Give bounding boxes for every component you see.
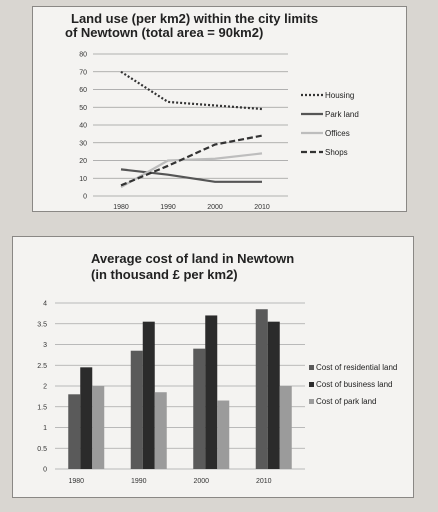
- legend-label: Cost of park land: [316, 397, 376, 406]
- bar-1990-1: [142, 321, 155, 469]
- legend-swatch: [309, 365, 314, 370]
- y-tick-label: 60: [79, 87, 87, 94]
- y-tick-label: 3.5: [37, 321, 47, 328]
- bar-1980-1: [80, 367, 93, 469]
- bar-2000-2: [217, 400, 230, 469]
- legend-label: Cost of business land: [316, 380, 393, 389]
- y-tick-label: 3: [43, 342, 47, 349]
- series-line-park-land: [120, 168, 262, 183]
- y-tick-label: 2.5: [37, 363, 47, 370]
- series-line-offices: [120, 152, 263, 189]
- bar-1990-2: [154, 392, 167, 469]
- bar-2010-0: [255, 309, 268, 469]
- x-tick-label: 1980: [68, 478, 84, 485]
- bar-1980-0: [68, 394, 81, 469]
- y-tick-label: 50: [79, 105, 87, 112]
- legend-swatch: [309, 399, 314, 404]
- y-tick-label: 1.5: [37, 404, 47, 411]
- y-tick-label: 0: [83, 194, 87, 201]
- land-use-chart-title: Land use (per km2) within the city limit…: [71, 11, 319, 26]
- bar-2000-1: [205, 315, 218, 469]
- y-tick-label: 0: [43, 467, 47, 474]
- y-tick-label: 4: [43, 301, 47, 308]
- y-tick-label: 10: [79, 176, 87, 183]
- bar-2010-2: [279, 386, 292, 469]
- land-use-line-chart: 0 10 20 30 40 50 60 70 80 1980 1990 2000 2010 Housing…: [79, 52, 359, 212]
- series-line-shops: [120, 134, 263, 187]
- y-tick-label: 80: [79, 52, 87, 59]
- bar-2010-1: [267, 321, 280, 469]
- y-tick-label: 40: [79, 123, 87, 130]
- y-tick-label: 1: [43, 425, 47, 432]
- legend-swatch: [309, 382, 314, 387]
- x-tick-label: 2010: [256, 478, 272, 485]
- land-cost-chart-title: Average cost of land in Newtown: [91, 251, 295, 266]
- x-tick-label: 1980: [113, 204, 129, 211]
- x-tick-label: 1990: [131, 478, 147, 485]
- y-tick-label: 30: [79, 140, 87, 147]
- x-tick-label: 2000: [207, 204, 223, 211]
- land-cost-bar-chart: 0 0.5 1 1.5 2 2.5 3 3.5 4 1980 1990 2000 2010 Cost of…: [37, 301, 397, 486]
- legend-label: Cost of residential land: [316, 363, 397, 372]
- y-tick-label: 20: [79, 158, 87, 165]
- y-tick-label: 0.5: [37, 446, 47, 453]
- y-tick-label: 70: [79, 69, 87, 76]
- bar-1980-2: [92, 386, 105, 469]
- land-use-chart-subtitle: of Newtown (total area = 90km2): [65, 25, 264, 40]
- x-tick-label: 2010: [254, 204, 270, 211]
- x-tick-label: 2000: [193, 478, 209, 485]
- land-cost-chart-panel: Average cost of land in Newtown (in thou…: [12, 236, 414, 498]
- legend-label: Park land: [325, 110, 359, 119]
- x-tick-label: 1990: [160, 204, 176, 211]
- land-cost-chart-subtitle: (in thousand £ per km2): [91, 267, 238, 282]
- legend-label: Offices: [325, 129, 350, 138]
- land-use-chart-panel: Land use (per km2) within the city limit…: [32, 6, 407, 212]
- series-line-housing: [120, 70, 263, 111]
- legend-label: Shops: [325, 148, 348, 157]
- bar-1990-0: [130, 350, 143, 469]
- legend-label: Housing: [325, 91, 354, 100]
- bar-2000-0: [193, 348, 206, 469]
- y-tick-label: 2: [43, 384, 47, 391]
